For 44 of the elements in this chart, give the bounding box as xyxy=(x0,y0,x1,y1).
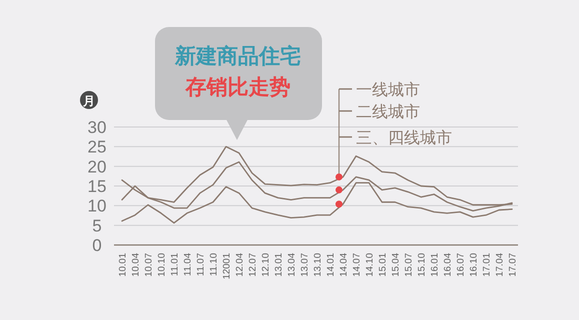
x-tick-label: 13.01 xyxy=(274,253,284,277)
legend-label: 二线城市 xyxy=(356,103,420,121)
y-tick-label: 30 xyxy=(88,118,106,137)
x-tick-label: 11.10 xyxy=(208,253,220,276)
x-tick-label: 10.04 xyxy=(130,253,142,277)
legend-label: 三、四线城市 xyxy=(356,129,452,147)
x-tick-label: 13.04 xyxy=(286,253,298,277)
x-tick-label: 11.01 xyxy=(170,253,180,276)
x-tick-label: 13.07 xyxy=(300,253,310,277)
x-tick-label: 15.10 xyxy=(416,253,428,277)
y-tick-label: 15 xyxy=(88,177,106,196)
y-tick-label: 5 xyxy=(92,216,102,236)
y-tick-label: 20 xyxy=(88,157,106,176)
x-tick-label: 14.07 xyxy=(352,253,362,277)
x-tick-label: 15.01 xyxy=(378,253,388,277)
x-tick-label: 15.07 xyxy=(404,253,414,277)
x-tick-label: 16.04 xyxy=(442,253,454,277)
x-tick-label: 17.01 xyxy=(482,253,492,277)
x-tick-label: 10.10 xyxy=(156,253,168,277)
x-tick-label: 16.01 xyxy=(430,253,440,277)
x-tick-label: 15.04 xyxy=(390,253,402,277)
x-tick-label: 13.10 xyxy=(312,253,324,277)
y-tick-label: 25 xyxy=(88,138,106,157)
x-tick-label: 16.07 xyxy=(456,253,466,277)
y-tick-label: 10 xyxy=(88,196,106,216)
y-axis-title: 月 xyxy=(82,94,95,108)
legend-label: 一线城市 xyxy=(356,81,420,99)
x-tick-label: 14.04 xyxy=(338,253,350,277)
x-tick-label: 12.07 xyxy=(248,253,258,277)
x-tick-label: 12.10 xyxy=(260,253,272,277)
x-tick-label: 11.04 xyxy=(182,253,194,276)
x-tick-label: 14.10 xyxy=(364,253,376,277)
x-tick-label: 12.04 xyxy=(234,253,246,277)
x-tick-label: 14.01 xyxy=(326,253,336,277)
x-tick-label: 12001 xyxy=(222,253,232,280)
y-tick-label: 0 xyxy=(92,236,102,255)
x-tick-label: 17.07 xyxy=(508,253,518,277)
chart-title: 新建商品住宅 xyxy=(174,44,301,68)
chart-subtitle: 存销比走势 xyxy=(184,76,290,99)
x-tick-label: 11.07 xyxy=(196,253,206,276)
x-tick-label: 17.04 xyxy=(494,253,506,277)
x-tick-label: 10.01 xyxy=(118,253,128,277)
x-tick-label: 16.10 xyxy=(468,253,480,277)
x-tick-label: 10.07 xyxy=(144,253,154,277)
